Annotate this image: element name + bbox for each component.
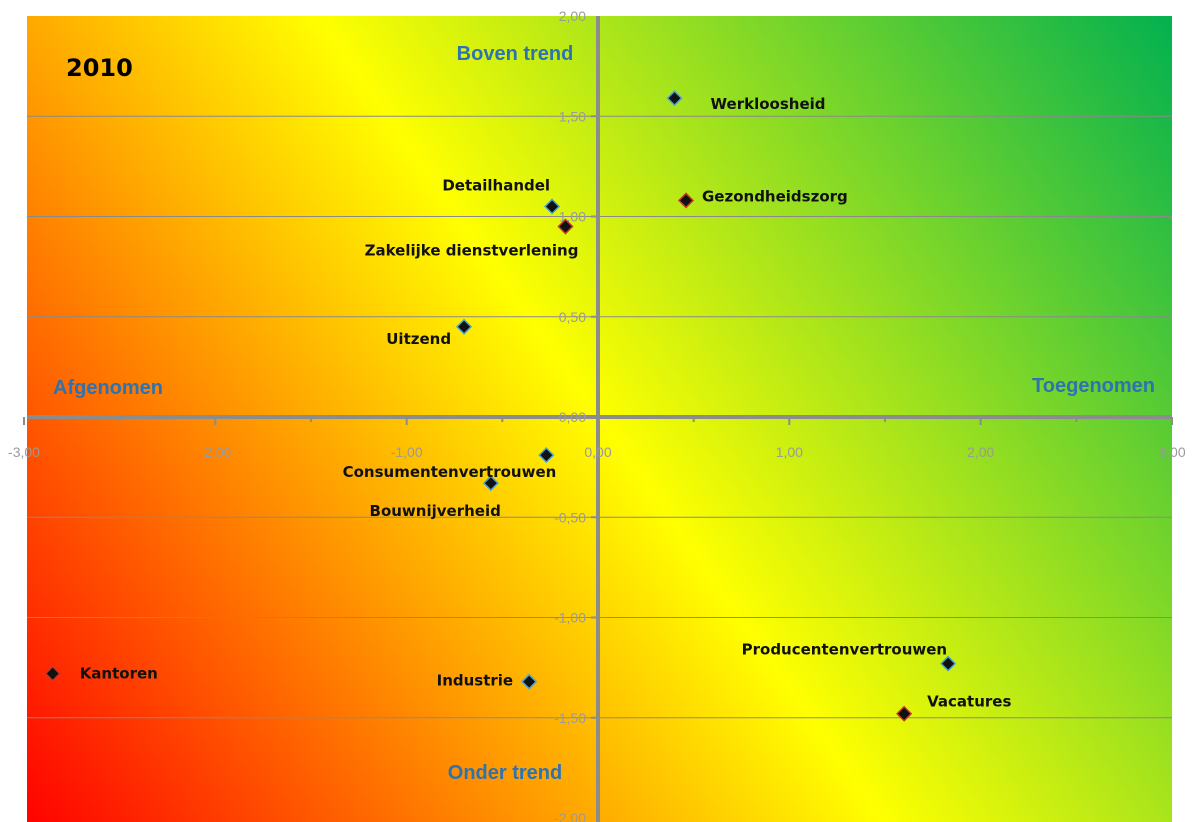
- chart-title: 2010: [66, 54, 133, 82]
- point-label: Werkloosheid: [711, 95, 826, 113]
- point-label: Zakelijke dienstverlening: [365, 242, 579, 260]
- quadrant-label-left: Afgenomen: [53, 377, 163, 399]
- point-label: Industrie: [437, 672, 514, 690]
- y-tick-label: 0,00: [559, 409, 586, 425]
- data-point: [456, 318, 473, 335]
- x-tick-label: -3,00: [8, 444, 40, 460]
- y-tick-label: -1,50: [554, 710, 586, 726]
- point-label: Producentenvertrouwen: [742, 641, 948, 659]
- point-label: Vacatures: [927, 693, 1011, 711]
- data-point: [544, 198, 561, 215]
- axes: [23, 16, 1173, 822]
- point-label: Gezondheidszorg: [702, 187, 848, 205]
- data-point: [677, 192, 695, 209]
- y-tick-label: 0,50: [559, 309, 586, 325]
- data-point: [44, 665, 61, 682]
- data-point: [940, 655, 957, 672]
- point-label: Detailhandel: [442, 176, 550, 194]
- data-point: [666, 90, 683, 107]
- x-tick-label: 0,00: [584, 444, 611, 460]
- x-tick-label: 2,00: [967, 444, 994, 460]
- x-tick-label: -1,00: [391, 444, 423, 460]
- data-point: [482, 475, 499, 492]
- point-label: Consumentenvertrouwen: [343, 463, 557, 481]
- quadrant-label-bottom: Onder trend: [448, 762, 562, 784]
- y-tick-label: -0,50: [554, 509, 586, 525]
- x-tick-label: 1,00: [776, 444, 803, 460]
- quadrant-label-right: Toegenomen: [1032, 375, 1155, 397]
- point-labels: Werkloosheid Gezondheidszorg Detailhandel Z…: [80, 95, 1012, 711]
- x-tick-label: 3,00: [1158, 444, 1185, 460]
- data-point: [557, 218, 574, 235]
- y-tick-label: -2,00: [554, 810, 586, 822]
- y-tick-label: -1,00: [554, 610, 586, 626]
- y-tick-label: 1,50: [559, 108, 586, 124]
- data-points: [44, 90, 957, 722]
- data-point: [521, 673, 538, 690]
- point-label: Uitzend: [386, 330, 451, 348]
- data-point: [538, 447, 555, 464]
- point-label: Kantoren: [80, 665, 158, 683]
- point-label: Bouwnijverheid: [370, 502, 501, 520]
- y-tick-label: 2,00: [559, 8, 586, 24]
- data-point: [896, 705, 913, 722]
- x-tick-label: -2,00: [199, 444, 231, 460]
- quadrant-label-top: Boven trend: [457, 43, 574, 65]
- tick-labels: -3,00 -2,00 -1,00 0,00 1,00 2,00 3,002,001,501…: [8, 8, 1186, 822]
- quadrant-labels: Boven trend Onder trend Afgenomen Toegenome…: [53, 43, 1155, 784]
